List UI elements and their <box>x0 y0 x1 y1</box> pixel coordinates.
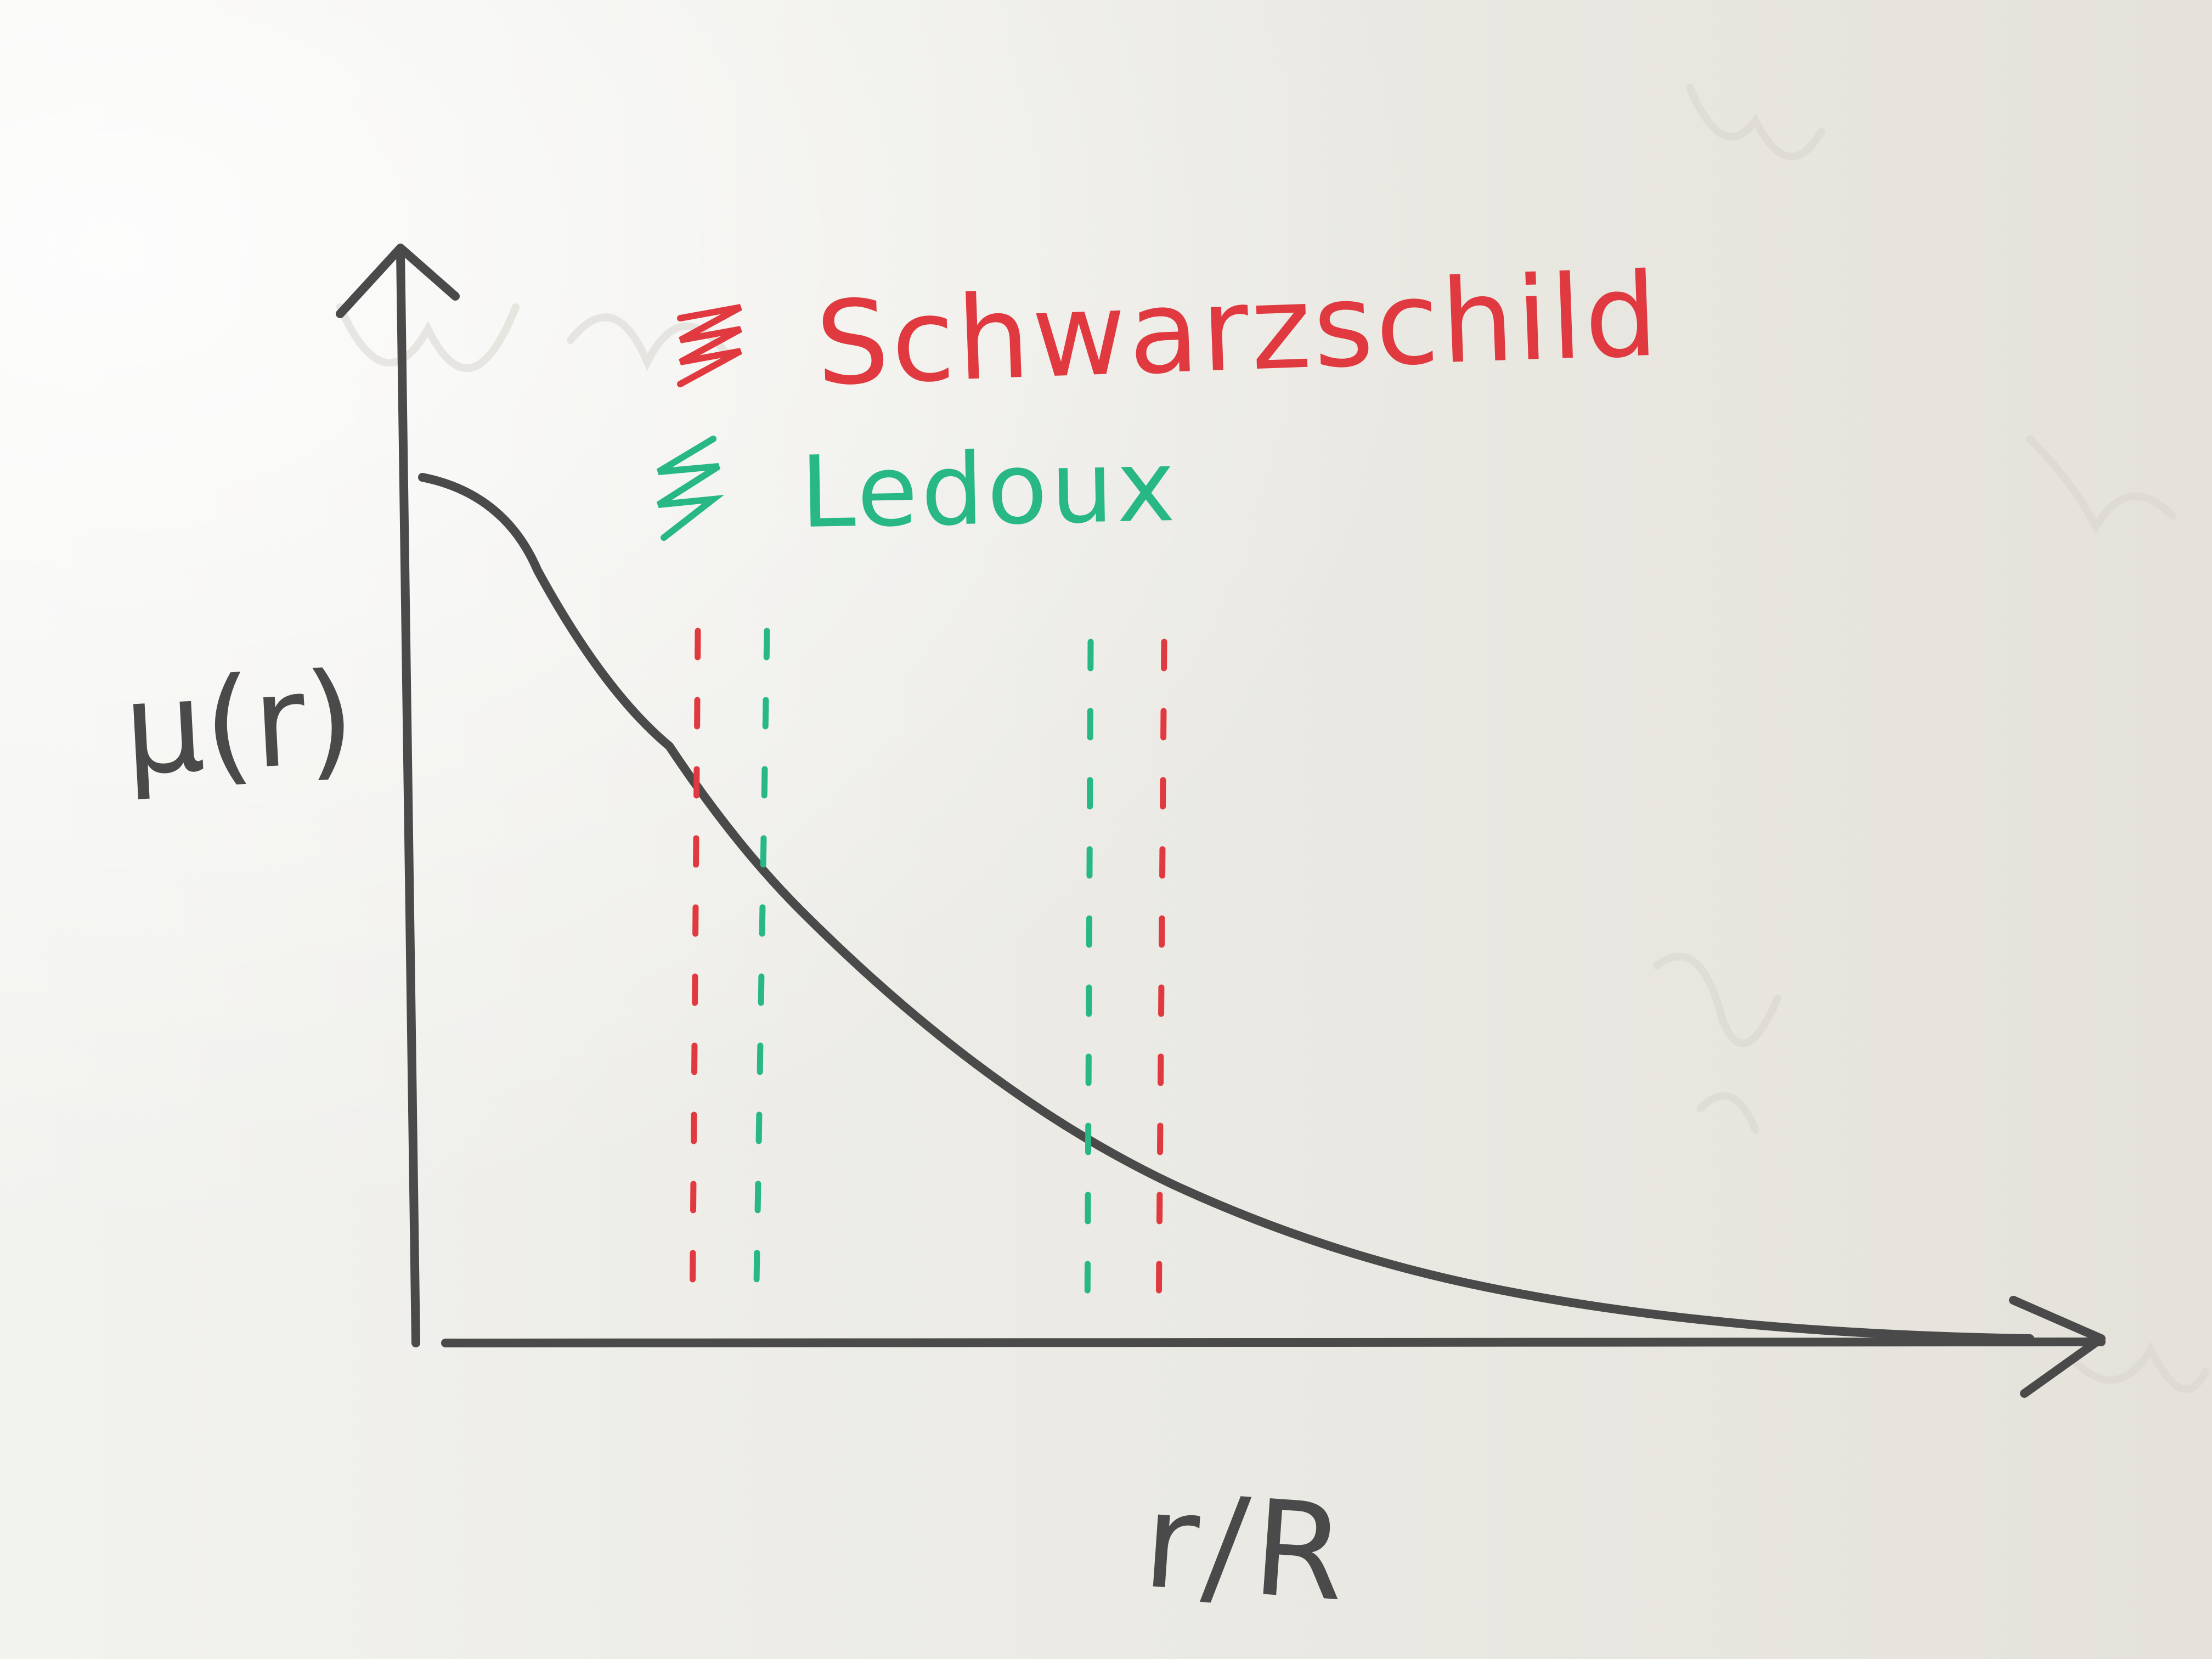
ledoux-inner-boundary <box>753 628 770 1320</box>
schwarzschild-inner-boundary <box>689 628 701 1320</box>
plot-axes <box>336 244 2106 1398</box>
legend-swatch-green <box>656 436 725 541</box>
legend-label-schwarzschild: Schwarzschild <box>814 247 1662 411</box>
boundary-lines <box>689 628 1167 1325</box>
schwarzschild-outer-boundary <box>1155 639 1167 1325</box>
ledoux-outer-boundary <box>1084 639 1094 1325</box>
legend-label-ledoux: Ledoux <box>799 429 1179 550</box>
mu-profile-curve <box>418 473 2034 1343</box>
y-axis-label: μ(r) <box>120 645 358 804</box>
ghost-smudges <box>336 84 2209 1393</box>
x-axis-arrowhead <box>2009 1296 2106 1398</box>
x-axis-line <box>441 1338 2106 1347</box>
x-axis-label: r/R <box>1139 1464 1356 1632</box>
y-axis-line <box>396 248 420 1347</box>
y-axis-arrowhead <box>336 244 460 318</box>
legend-swatch-red <box>677 304 742 387</box>
